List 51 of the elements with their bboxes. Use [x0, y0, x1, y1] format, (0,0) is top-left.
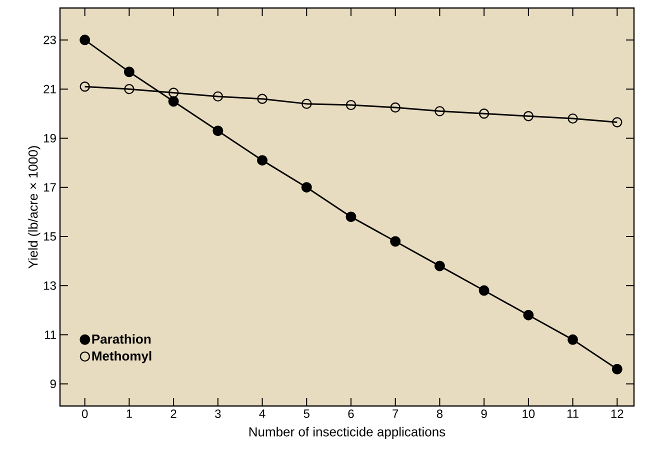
point [302, 98, 312, 109]
y-tick-label: 23 [44, 36, 56, 44]
point [612, 364, 622, 374]
x-tick-label: 5 [304, 410, 310, 418]
point [346, 212, 356, 222]
x-tick-label: 12 [611, 410, 624, 418]
point [478, 285, 490, 296]
point [212, 91, 224, 102]
point [124, 84, 134, 94]
x-tick-label: 10 [522, 410, 535, 418]
point [390, 236, 401, 247]
y-axis-title: Yield (lb/acre × 1000) [28, 146, 40, 268]
y-tick-label: 17 [44, 183, 56, 192]
x-tick-label: 7 [392, 410, 398, 418]
x-tick-label: 11 [567, 410, 578, 418]
point [80, 82, 90, 92]
point [168, 88, 179, 98]
point [434, 260, 445, 272]
x-tick-label: 3 [215, 410, 221, 418]
point [434, 106, 445, 116]
point [612, 117, 622, 128]
point [390, 102, 400, 113]
point [168, 96, 179, 107]
legend-label: Methomyl [92, 351, 152, 364]
y-tick-label: 21 [44, 84, 56, 94]
y-tick-label: 9 [50, 380, 56, 388]
point [523, 110, 534, 122]
x-axis-title: Number of insecticide applications [249, 426, 446, 440]
y-tick-label: 13 [44, 281, 56, 290]
x-tick-label: 8 [436, 410, 443, 418]
x-tick-label: 9 [481, 410, 487, 418]
x-tick-label: 1 [126, 410, 132, 418]
point [80, 34, 90, 46]
legend-label: Parathion [92, 334, 151, 344]
point [257, 94, 268, 104]
x-tick-label: 6 [348, 410, 354, 418]
y-tick-label: 15 [44, 232, 56, 241]
point [568, 113, 578, 124]
point [478, 108, 490, 119]
point [257, 155, 268, 166]
point [346, 100, 356, 110]
y-tick-label: 11 [44, 330, 56, 339]
point [301, 182, 312, 193]
point [568, 334, 578, 345]
y-tick-label: 19 [44, 134, 56, 142]
x-tick-label: 0 [82, 410, 88, 418]
x-tick-label: 2 [170, 410, 176, 418]
point [523, 310, 534, 320]
point [212, 126, 224, 136]
x-tick-label: 4 [259, 410, 266, 418]
point [124, 66, 134, 78]
